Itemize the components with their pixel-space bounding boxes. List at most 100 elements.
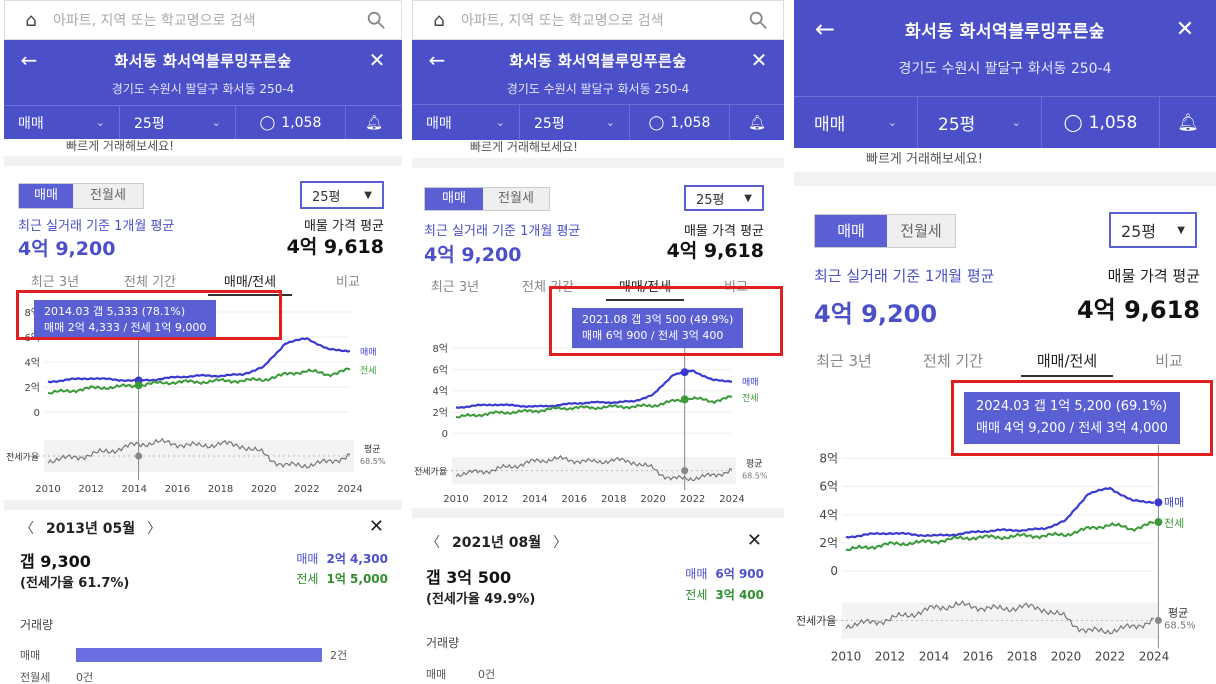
trade-filter[interactable]: 매매 ⌄ — [4, 106, 120, 139]
divider — [4, 156, 402, 166]
tab-compare[interactable]: 비교 — [336, 275, 360, 290]
tab-recent-3y[interactable]: 최근 3년 — [816, 352, 872, 370]
close-icon[interactable]: ✕ — [750, 48, 768, 72]
segment-rent[interactable]: 전월세 — [887, 215, 955, 247]
tab-all-period[interactable]: 전체 기간 — [522, 280, 574, 295]
filter-row: 매매 ⌄ 25평 ⌄ ◯ 1,058 🔔︎ — [794, 96, 1216, 148]
jeonse-series-line — [47, 367, 351, 395]
size-dropdown[interactable]: 25평 ▼ — [1109, 212, 1197, 248]
size-filter[interactable]: 25평 ⌄ — [520, 105, 630, 140]
trade-filter[interactable]: 매매 ⌄ — [794, 97, 918, 148]
comments-button[interactable]: ◯ 1,058 — [630, 105, 730, 140]
comment-icon: ◯ — [648, 114, 665, 131]
close-icon[interactable]: ✕ — [1175, 16, 1195, 42]
back-arrow-icon[interactable]: ← — [20, 48, 38, 72]
search-input[interactable]: 아파트, 지역 또는 학교명으로 검색 — [461, 13, 664, 29]
segment-sale[interactable]: 매매 — [19, 184, 73, 208]
next-month-icon[interactable]: 〉 — [553, 535, 568, 551]
cursor-marker — [135, 452, 143, 460]
search-input[interactable]: 아파트, 지역 또는 학교명으로 검색 — [53, 13, 256, 29]
trade-segment: 매매 전월세 — [424, 187, 550, 211]
cursor-marker — [134, 381, 143, 390]
close-detail-icon[interactable]: ✕ — [746, 530, 762, 551]
y-tick-label: 0 — [830, 564, 838, 578]
average-value: 68.5% — [742, 472, 768, 481]
close-detail-icon[interactable]: ✕ — [368, 516, 384, 537]
sale-series-line — [455, 369, 733, 410]
highlight-box — [16, 290, 282, 340]
next-month-icon[interactable]: 〉 — [147, 521, 162, 537]
tab-all-period[interactable]: 전체 기간 — [124, 275, 176, 290]
jeonse-ratio: (전세가율 49.9%) — [426, 592, 536, 607]
header: ← 화서동 화서역블루밍푸른숲 ✕ 경기도 수원시 팔달구 화서동 250-4 — [794, 0, 1216, 96]
size-filter[interactable]: 25평 ⌄ — [918, 97, 1042, 148]
home-icon[interactable]: ⌂ — [25, 9, 37, 31]
tab-recent-3y[interactable]: 최근 3년 — [430, 280, 480, 295]
bell-icon: 🔔︎ — [1177, 112, 1199, 133]
tab-compare[interactable]: 비교 — [1155, 352, 1183, 370]
bell-button[interactable]: 🔔︎ — [1160, 97, 1216, 148]
y-tick-label: 4억 — [24, 357, 40, 369]
segment-rent[interactable]: 전월세 — [483, 188, 549, 210]
divider — [412, 508, 784, 518]
tab-recent-3y[interactable]: 최근 3년 — [30, 275, 80, 290]
segment-sale[interactable]: 매매 — [815, 215, 887, 247]
average-value: 68.5% — [1164, 621, 1196, 632]
search-icon[interactable] — [365, 9, 387, 31]
address: 경기도 수원시 팔달구 화서동 250-4 — [111, 82, 295, 96]
volume-bar — [76, 648, 322, 662]
bell-button[interactable]: 🔔︎ — [730, 105, 784, 140]
prev-month-icon[interactable]: 〈 — [426, 535, 440, 551]
ratio-series-line — [845, 599, 1155, 635]
volume-sale-row: 매매 2건 — [20, 648, 348, 662]
page-title: 화서동 화서역블루밍푸른숲 — [904, 21, 1106, 42]
price-chart[interactable]: 8억 6억 4억 2억 0 2010 2012 2014 2016 2018 2020 2022 202… — [412, 338, 784, 508]
cursor-marker — [680, 368, 689, 377]
cursor-marker — [1154, 498, 1163, 507]
x-tick-label: 2012 — [483, 494, 508, 505]
series-end-label: 매매 — [360, 347, 377, 358]
bell-button[interactable]: 🔔︎ — [346, 106, 402, 139]
screen-2: ⌂ 아파트, 지역 또는 학교명으로 검색 ← 화서동 화서역블루밍푸른숲 ✕ … — [412, 0, 784, 684]
trade-filter[interactable]: 매매 ⌄ — [412, 105, 520, 140]
series-end-label: 전세 — [1164, 517, 1184, 530]
listing-value: 4억 9,618 — [286, 236, 384, 258]
size-dropdown[interactable]: 25평 ▼ — [684, 185, 764, 211]
segment-rent[interactable]: 전월세 — [73, 184, 143, 208]
cursor-marker — [1154, 617, 1162, 624]
gap-value: 갭 9,300 — [20, 552, 91, 571]
size-filter[interactable]: 25평 ⌄ — [120, 106, 236, 139]
x-tick-label: 2022 — [680, 494, 705, 505]
listing-value: 4억 9,618 — [666, 240, 764, 262]
back-arrow-icon[interactable]: ← — [428, 48, 446, 72]
chart-tooltip: 2024.03 갭 1억 5,200 (69.1%) 매매 4억 9,200 /… — [964, 392, 1180, 444]
prev-month-icon[interactable]: 〈 — [20, 521, 34, 537]
highlight-box — [951, 380, 1213, 456]
chart-tooltip: 2014.03 갭 5,333 (78.1%) 매매 2억 4,333 / 전세… — [34, 300, 217, 340]
average-value: 68.5% — [360, 457, 386, 466]
search-icon[interactable] — [747, 9, 769, 31]
tab-sale-jeonse[interactable]: 매매/전세 — [200, 271, 300, 296]
divider — [4, 500, 402, 510]
home-icon[interactable]: ⌂ — [433, 9, 445, 31]
caret-down-icon: ▼ — [1177, 224, 1185, 236]
comments-button[interactable]: ◯ 1,058 — [1042, 97, 1160, 148]
search-bar[interactable]: ⌂ 아파트, 지역 또는 학교명으로 검색 — [4, 0, 402, 40]
comments-button[interactable]: ◯ 1,058 — [236, 106, 346, 139]
segment-sale[interactable]: 매매 — [425, 188, 483, 210]
x-tick-label: 2010 — [831, 649, 862, 663]
gap-value: 갭 3억 500 — [426, 568, 512, 587]
y-tick-label: 6억 — [819, 480, 838, 494]
screen-1: ⌂ 아파트, 지역 또는 학교명으로 검색 ← 화서동 화서역블루밍푸른숲 ✕ … — [4, 0, 402, 684]
price-chart[interactable]: 8억 6억 4억 2억 0 2010 2012 2014 2016 2018 2020 2022 202… — [794, 445, 1216, 670]
close-icon[interactable]: ✕ — [368, 48, 386, 72]
listing-label: 매물 가격 평균 — [1107, 267, 1200, 285]
tab-all-period[interactable]: 전체 기간 — [923, 352, 983, 370]
x-tick-label: 2018 — [1007, 649, 1038, 663]
back-arrow-icon[interactable]: ← — [814, 15, 836, 43]
ratio-series-line — [47, 437, 351, 469]
chevron-down-icon: ⌄ — [887, 116, 897, 129]
tab-sale-jeonse[interactable]: 매매/전세 — [1012, 350, 1122, 377]
size-dropdown[interactable]: 25평 ▼ — [300, 181, 384, 209]
search-bar[interactable]: ⌂ 아파트, 지역 또는 학교명으로 검색 — [412, 0, 784, 40]
